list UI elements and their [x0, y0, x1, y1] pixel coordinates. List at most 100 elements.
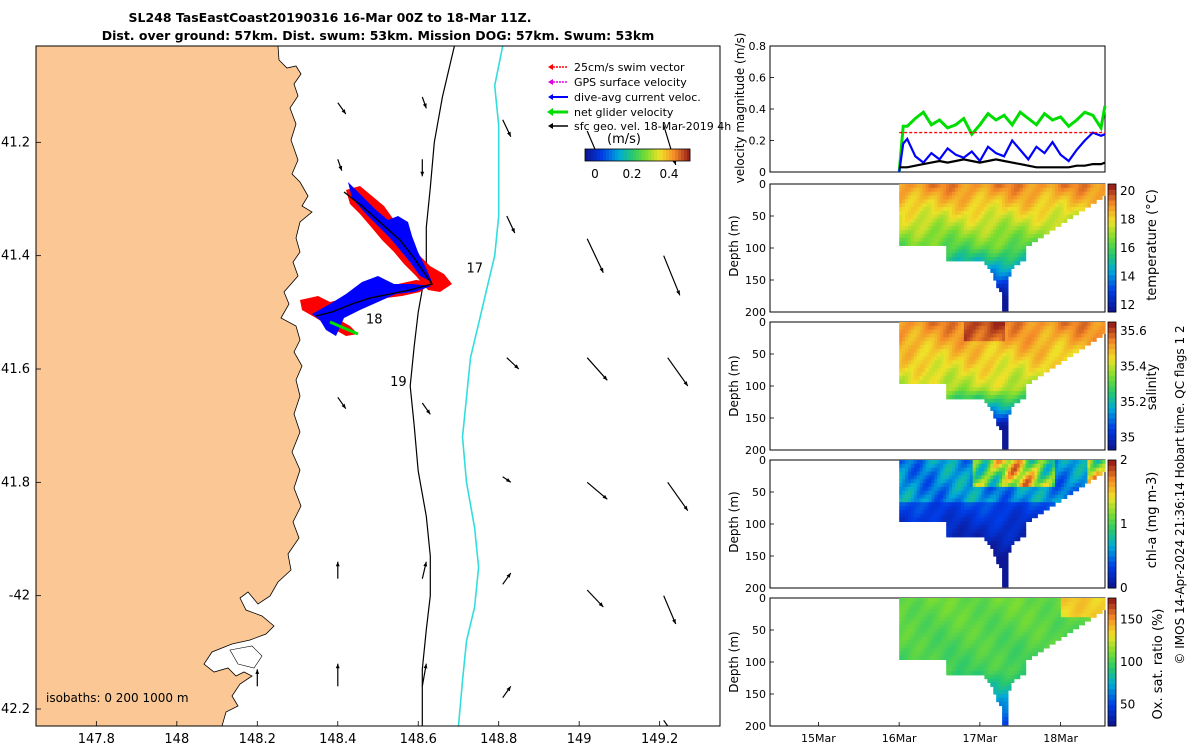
oxsat-cell	[1034, 628, 1038, 634]
temperature-cell	[966, 214, 971, 220]
map-colorbar-cell	[651, 149, 655, 161]
chla-cell	[1019, 529, 1024, 534]
temperature-cell	[1037, 207, 1041, 212]
chla-cell	[960, 460, 965, 465]
oxsat-cell	[960, 663, 965, 668]
temperature-cell	[1081, 203, 1085, 208]
oxsat-cell	[1046, 632, 1050, 637]
oxsat-cell	[919, 640, 924, 645]
chla-cell	[949, 525, 953, 530]
oxsat-cell	[1008, 659, 1012, 664]
oxsat-cell	[984, 617, 988, 622]
temperature-cell	[966, 203, 971, 208]
salinity-cell	[1052, 364, 1056, 369]
salinity-cell	[1046, 368, 1050, 373]
oxsat-cell	[981, 671, 985, 676]
velocity-arrow	[502, 119, 512, 137]
chla-cell	[1002, 475, 1006, 480]
oxsat-cell	[1005, 651, 1009, 657]
temperature-cell	[972, 249, 977, 254]
salinity-cell	[990, 364, 994, 369]
oxsat-cell	[958, 628, 962, 634]
temperature-cell	[955, 203, 959, 208]
chla-cell	[919, 479, 924, 484]
salinity-cell	[1046, 360, 1050, 365]
temperature-cell	[1019, 199, 1024, 204]
temperature-cell	[952, 222, 956, 227]
chla-cell	[1087, 467, 1091, 473]
map-y-tick-label: 41.8	[1, 475, 30, 490]
salinity-cell	[905, 333, 909, 338]
temperature-cell	[908, 210, 912, 216]
oxsat-cell	[999, 640, 1003, 645]
velocity-arrow-shaft	[667, 357, 689, 387]
salinity-cell	[999, 341, 1003, 346]
chla-cell	[928, 509, 933, 515]
oxsat-cell	[1010, 640, 1015, 645]
salinity-cell	[949, 348, 953, 354]
temperature-colorbar-cell	[1108, 274, 1116, 281]
chla-cell	[943, 506, 947, 511]
oxsat-cell	[928, 617, 933, 622]
temperature-cell	[960, 195, 965, 200]
temperature-cell	[1037, 191, 1041, 197]
oxsat-cell	[899, 636, 903, 641]
oxsat-cell	[934, 613, 938, 618]
temperature-cell	[987, 210, 991, 216]
oxsat-cell	[1010, 674, 1015, 680]
oxsat-cell	[952, 628, 956, 634]
salinity-cell	[1069, 345, 1074, 350]
oxsat-cell	[922, 640, 927, 645]
chla-cell	[940, 475, 944, 480]
velocity-arrow	[337, 102, 347, 115]
oxsat-cell	[1022, 624, 1027, 630]
temperature-cell	[1005, 187, 1009, 193]
temperature-cell	[1034, 195, 1038, 200]
chla-colorbar-cell	[1108, 561, 1116, 568]
salinity-cell	[1049, 337, 1053, 342]
chla-cell	[993, 517, 997, 522]
temperature-cell	[943, 187, 947, 193]
temperature-cell	[913, 195, 918, 200]
temperature-cell	[993, 272, 997, 277]
chla-cell	[984, 467, 988, 473]
oxsat-cell	[1002, 605, 1006, 611]
salinity-cell	[1055, 337, 1059, 342]
chla-cell	[996, 502, 1000, 507]
oxsat-cell	[934, 644, 938, 649]
temperature-cell	[981, 214, 985, 220]
salinity-cell	[1052, 360, 1056, 365]
oxsat-cell	[940, 636, 944, 641]
salinity-cell	[987, 360, 991, 365]
temperature-cell	[1069, 195, 1074, 200]
oxsat-cell	[1034, 598, 1038, 603]
salinity-cell	[922, 375, 927, 381]
temperature-cell	[925, 237, 930, 243]
oxsat-cell	[952, 655, 956, 660]
chla-cell	[1034, 509, 1038, 515]
oxsat-cell	[990, 628, 994, 634]
oxsat-cell	[966, 644, 971, 649]
chla-cell	[1002, 575, 1006, 580]
oxsat-cell	[978, 671, 983, 676]
temperature-colorbar-cell	[1108, 301, 1116, 308]
salinity-cell	[1075, 337, 1080, 342]
oxsat-cell	[905, 598, 909, 603]
oxsat-cell	[908, 617, 912, 622]
chla-cell	[949, 529, 953, 534]
oxsat-cell	[958, 613, 962, 618]
temperature-cell	[928, 237, 933, 243]
oxsat-cell	[952, 663, 956, 668]
chla-cell	[940, 513, 944, 519]
oxsat-cell	[1013, 632, 1018, 637]
temperature-cell	[913, 187, 918, 193]
salinity-cell	[1002, 444, 1006, 450]
chla-cell	[1055, 483, 1059, 488]
temperature-cell	[1096, 187, 1100, 193]
salinity-cell	[960, 371, 965, 377]
oxsat-cell	[949, 655, 953, 660]
salinity-cell	[1013, 345, 1018, 350]
salinity-cell	[1022, 395, 1027, 400]
temperature-cell	[910, 184, 915, 189]
temperature-cell	[934, 210, 938, 216]
